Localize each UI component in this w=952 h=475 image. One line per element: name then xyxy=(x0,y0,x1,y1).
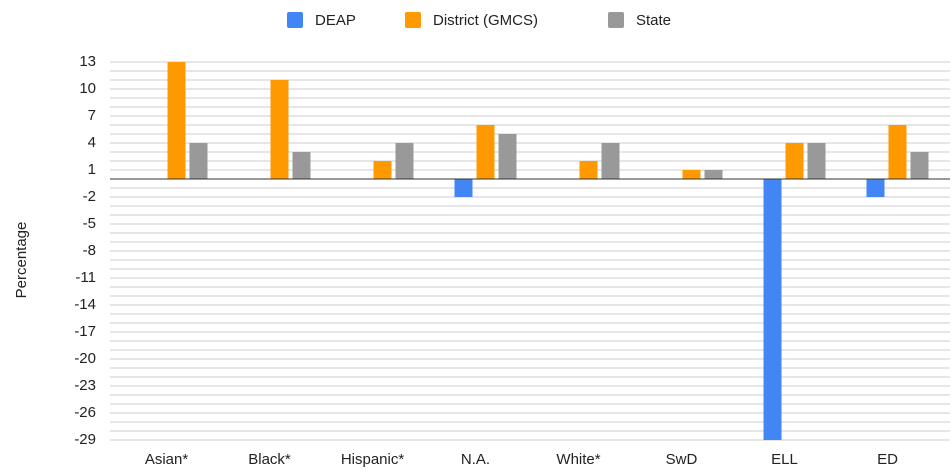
bar xyxy=(888,125,907,179)
bar xyxy=(167,62,186,179)
x-tick-label: N.A. xyxy=(461,451,490,468)
bar xyxy=(704,170,723,179)
y-tick-label: 7 xyxy=(88,107,96,124)
legend-label: DEAP xyxy=(315,12,356,29)
x-tick-label: Hispanic* xyxy=(341,451,405,468)
x-tick-label: SwD xyxy=(666,451,698,468)
y-tick-label: -26 xyxy=(74,404,96,421)
legend-swatch xyxy=(287,12,303,28)
x-tick-label: Asian* xyxy=(145,451,189,468)
y-tick-label: 13 xyxy=(79,53,96,70)
y-axis-title: Percentage xyxy=(13,222,30,299)
y-tick-label: -29 xyxy=(74,431,96,448)
y-tick-label: -11 xyxy=(75,269,96,286)
x-tick-label: White* xyxy=(556,451,600,468)
legend-label: State xyxy=(636,12,671,29)
y-tick-label: -17 xyxy=(74,323,96,340)
x-tick-label: ELL xyxy=(771,451,798,468)
bar xyxy=(476,125,495,179)
bar xyxy=(807,143,826,179)
bar xyxy=(373,161,392,179)
bar xyxy=(189,143,208,179)
y-tick-label: 1 xyxy=(88,161,96,178)
y-tick-label: -23 xyxy=(74,377,96,394)
legend-swatch xyxy=(608,12,624,28)
legend-swatch xyxy=(405,12,421,28)
bar xyxy=(579,161,598,179)
bar xyxy=(763,179,782,440)
bar xyxy=(785,143,804,179)
bar xyxy=(454,179,473,197)
bar xyxy=(910,152,929,179)
y-tick-label: 10 xyxy=(79,80,96,97)
y-tick-label: 4 xyxy=(88,134,96,151)
bar xyxy=(292,152,311,179)
legend-label: District (GMCS) xyxy=(433,12,538,29)
bar xyxy=(498,134,517,179)
x-tick-label: Black* xyxy=(248,451,291,468)
y-tick-label: -8 xyxy=(83,242,96,259)
y-tick-label: -2 xyxy=(83,188,96,205)
bar xyxy=(866,179,885,197)
bar xyxy=(270,80,289,179)
y-tick-label: -5 xyxy=(83,215,96,232)
y-tick-label: -20 xyxy=(74,350,96,367)
bar xyxy=(601,143,620,179)
y-tick-label: -14 xyxy=(74,296,96,313)
bar xyxy=(395,143,414,179)
x-tick-label: ED xyxy=(877,451,898,468)
bar xyxy=(682,170,701,179)
